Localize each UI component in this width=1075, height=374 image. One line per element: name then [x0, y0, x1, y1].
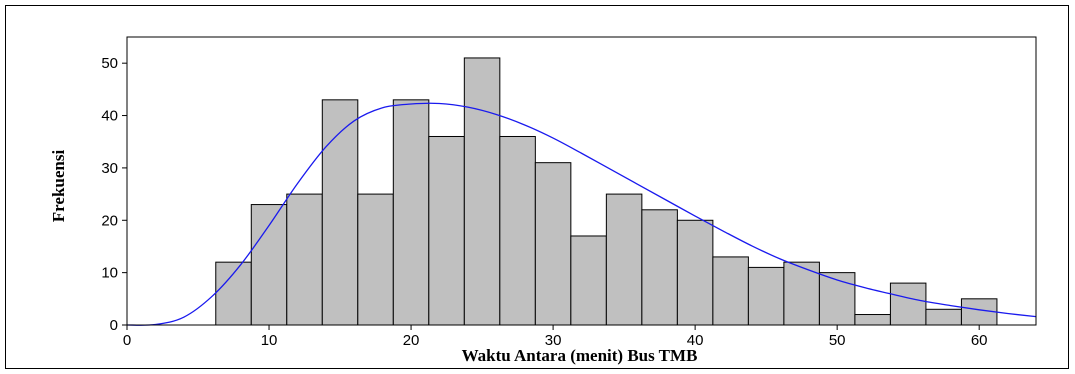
x-tick-label: 20: [403, 332, 420, 349]
x-tick-label: 30: [545, 332, 562, 349]
histogram-bar: [499, 135, 536, 326]
x-tick-label: 40: [687, 332, 704, 349]
y-tick-label: 30: [101, 160, 118, 177]
histogram-bar: [925, 308, 962, 326]
histogram-bar: [712, 256, 749, 326]
histogram-chart: 0 10 20 30 40 50 60 0 10 20 30 40 50 Waktu Antara (m…: [49, 36, 1037, 365]
y-tick-label: 40: [101, 108, 118, 125]
chart-frame: 0 10 20 30 40 50 60 0 10 20 30 40 50 Waktu Antara (m…: [5, 5, 1069, 369]
histogram-bar: [889, 282, 927, 326]
x-tick-label: 10: [261, 332, 278, 349]
histogram-bar: [357, 193, 394, 326]
histogram-bar: [463, 57, 501, 326]
histogram-bar: [818, 272, 856, 326]
histogram-bar: [676, 219, 714, 326]
histogram-bar: [321, 99, 359, 326]
y-tick-label: 20: [101, 212, 118, 229]
y-tick-label: 10: [101, 265, 118, 282]
plot-area: [126, 36, 1037, 326]
y-axis-title: Frekuensi: [49, 150, 68, 223]
bars-layer: [215, 57, 998, 326]
histogram-bar: [250, 204, 288, 326]
histogram-bar: [215, 261, 252, 326]
histogram-bar: [534, 162, 572, 326]
histogram-bar: [747, 266, 785, 326]
x-tick-label: 60: [971, 332, 988, 349]
x-tick-label: 50: [829, 332, 846, 349]
x-tick-label: 0: [123, 332, 131, 349]
y-tick-label: 0: [110, 317, 118, 334]
histogram-bar: [783, 261, 820, 326]
histogram-bar: [641, 209, 678, 326]
histogram-bar: [392, 99, 430, 326]
ticks-layer: 0 10 20 30 40 50 60 0 10 20 30 40 50: [101, 55, 987, 349]
y-tick-label: 50: [101, 55, 118, 72]
fit-curve: [126, 102, 1037, 326]
x-axis-title: Waktu Antara (menit) Bus TMB: [462, 346, 698, 365]
histogram-bar: [428, 135, 465, 326]
histogram-bar: [605, 193, 643, 326]
histogram-bar: [570, 235, 607, 326]
histogram-bar: [854, 314, 891, 326]
histogram-bar: [286, 193, 323, 326]
